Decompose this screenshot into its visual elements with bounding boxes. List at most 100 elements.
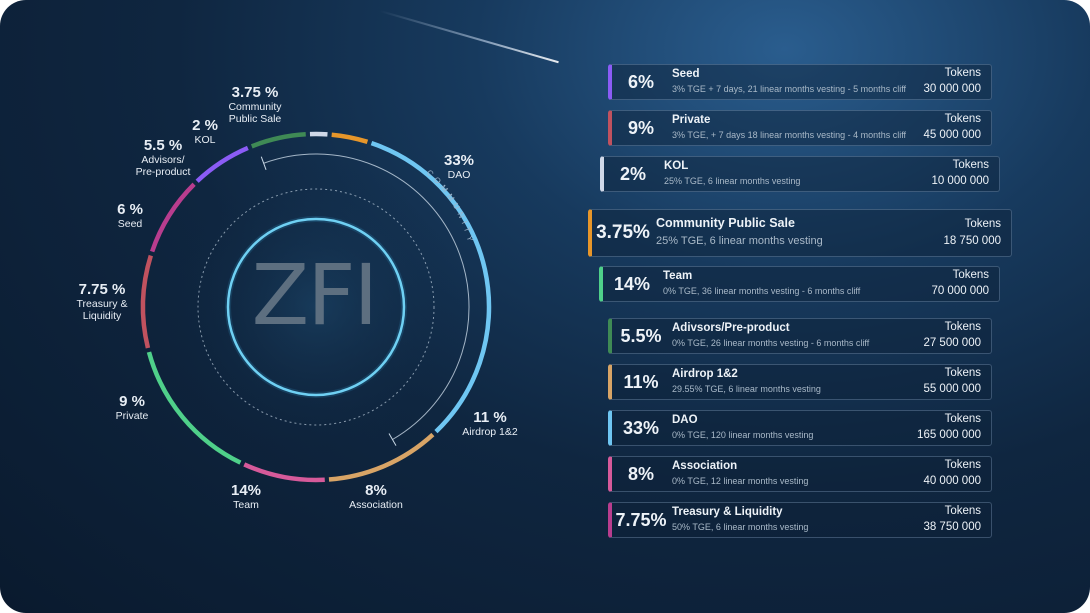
vesting-schedule: 0% TGE, 26 linear months vesting - 6 mon… xyxy=(672,338,870,348)
donut-label-percent: 11 % xyxy=(473,409,507,426)
allocation-percent: 9% xyxy=(627,117,654,138)
vesting-schedule: 25% TGE, 6 linear months vesting xyxy=(656,235,823,247)
vesting-schedule: 3% TGE + 7 days, 21 linear months vestin… xyxy=(672,84,907,94)
token-amount: 55 000 000 xyxy=(923,383,981,395)
tokens-label: Tokens xyxy=(944,67,981,79)
bracket-tick-end xyxy=(388,433,397,446)
allocation-card-seed: 6% Seed 3% TGE + 7 days, 21 linear months … xyxy=(608,64,992,100)
tokens-label: Tokens xyxy=(952,269,989,281)
donut-label-airdrop-1-2: 11 % Airdrop 1&2 xyxy=(462,409,517,438)
donut-label-name: KOL xyxy=(194,134,216,146)
tokens-label: Tokens xyxy=(952,159,989,171)
donut-label-name: Advisors/Pre-product xyxy=(135,154,191,178)
token-amount: 18 750 000 xyxy=(943,235,1001,247)
donut-label-percent: 14% xyxy=(230,482,262,499)
donut-label-kol: 2 % KOL xyxy=(192,117,218,146)
token-amount: 27 500 000 xyxy=(923,337,981,349)
allocation-percent: 6% xyxy=(627,71,654,92)
allocation-card-airdrop: 11% Airdrop 1&2 29.55% TGE, 6 linear month… xyxy=(608,364,992,400)
donut-label-seed: 6 % Seed xyxy=(117,201,143,230)
donut-slice-advisors-pre-product xyxy=(250,132,306,149)
donut-label-name: Association xyxy=(349,499,403,511)
tokens-label: Tokens xyxy=(944,113,981,125)
donut-label-percent: 7.75 % xyxy=(78,281,126,298)
token-amount: 40 000 000 xyxy=(923,475,981,487)
donut-label-community-public-sale: 3.75 % Community Public Sale xyxy=(228,84,281,125)
allocation-percent: 3.75% xyxy=(596,222,650,243)
donut-label-advisors-pre-product: 5.5 % Advisors/Pre-product xyxy=(136,137,191,178)
donut-label-name: Community Public Sale xyxy=(228,101,282,125)
allocation-title: Airdrop 1&2 xyxy=(672,368,738,380)
allocation-percent: 7.75% xyxy=(615,509,667,530)
donut-label-percent: 9 % xyxy=(119,393,145,410)
token-amount: 10 000 000 xyxy=(931,175,989,187)
zfi-logo: ZFI xyxy=(251,246,379,344)
allocation-card-team: 14% Team 0% TGE, 36 linear months vesting … xyxy=(599,266,1000,302)
allocation-percent: 8% xyxy=(627,463,654,484)
donut-label-private: 9 % Private xyxy=(116,393,149,422)
allocation-percent: 33% xyxy=(622,417,660,438)
token-amount: 165 000 000 xyxy=(917,429,981,441)
vesting-schedule: 0% TGE, 12 linear months vesting xyxy=(672,476,809,486)
donut-label-name: DAO xyxy=(447,169,471,181)
allocation-percent: 2% xyxy=(619,163,646,184)
donut-label-percent: 5.5 % xyxy=(143,137,183,154)
donut-label-team: 14% Team xyxy=(231,482,261,511)
allocation-percent: 5.5% xyxy=(620,325,662,346)
donut-label-association: 8% Association xyxy=(349,482,403,511)
allocation-title: Adivsors/Pre-product xyxy=(672,322,790,334)
allocation-percent: 14% xyxy=(613,273,651,294)
token-amount: 45 000 000 xyxy=(923,129,981,141)
tokens-label: Tokens xyxy=(944,505,981,517)
donut-label-percent: 33% xyxy=(443,152,475,169)
allocation-card-dao: 33% DAO 0% TGE, 120 linear months vesting T… xyxy=(608,410,992,446)
donut-label-percent: 8% xyxy=(365,482,387,499)
allocation-title: Treasury & Liquidity xyxy=(672,506,783,518)
allocation-title: Private xyxy=(672,114,711,126)
donut-slice-treasury-liquidity xyxy=(150,182,196,253)
donut-slice-team xyxy=(146,351,242,465)
vesting-schedule: 25% TGE, 6 linear months vesting xyxy=(664,176,801,186)
donut-label-name: Seed xyxy=(117,218,143,230)
dotted-ring xyxy=(197,188,435,426)
allocation-card-advisors: 5.5% Adivsors/Pre-product 0% TGE, 26 linea… xyxy=(608,318,992,354)
donut-slice-dao xyxy=(370,141,492,434)
donut-label-treasury-liquidity: 7.75 % Treasury & Liquidity xyxy=(77,281,128,322)
allocation-card-kol: 2% KOL 25% TGE, 6 linear months vesting Tok… xyxy=(600,156,1000,192)
tokens-label: Tokens xyxy=(944,367,981,379)
allocation-title: Team xyxy=(663,270,693,282)
donut-slice-seed xyxy=(195,145,249,183)
donut-label-dao: 33% DAO xyxy=(444,152,474,181)
allocation-title: KOL xyxy=(664,160,689,172)
donut-label-name: Airdrop 1&2 xyxy=(462,426,518,438)
community-bracket xyxy=(263,153,470,440)
allocation-title: Seed xyxy=(672,68,700,80)
bracket-tick-start xyxy=(260,156,267,170)
donut-label-name: Private xyxy=(115,410,149,422)
tokens-label: Tokens xyxy=(944,413,981,425)
vesting-schedule: 0% TGE, 36 linear months vesting - 6 mon… xyxy=(663,286,861,296)
allocation-card-treasury: 7.75% Treasury & Liquidity 50% TGE, 6 line… xyxy=(608,502,992,538)
donut-label-percent: 3.75 % xyxy=(231,84,279,101)
token-amount: 38 750 000 xyxy=(923,521,981,533)
allocation-percent: 11% xyxy=(623,371,659,392)
token-amount: 30 000 000 xyxy=(923,83,981,95)
vesting-schedule: 0% TGE, 120 linear months vesting xyxy=(672,430,814,440)
allocation-title: Community Public Sale xyxy=(656,216,795,230)
inner-ring xyxy=(226,217,406,397)
vesting-schedule: 50% TGE, 6 linear months vesting xyxy=(672,522,809,532)
tokens-label: Tokens xyxy=(944,321,981,333)
vesting-schedule: 3% TGE, + 7 days 18 linear months vestin… xyxy=(672,130,907,140)
vesting-schedule: 29.55% TGE, 6 linear months vesting xyxy=(672,384,821,394)
donut-slice-community-public-sale xyxy=(331,132,369,144)
donut-label-name: Treasury & Liquidity xyxy=(76,298,128,322)
donut-label-name: Team xyxy=(233,499,259,511)
allocation-card-association: 8% Association 0% TGE, 12 linear months ve… xyxy=(608,456,992,492)
tokens-label: Tokens xyxy=(964,218,1001,230)
donut-label-percent: 6 % xyxy=(117,201,143,218)
donut-slice-private xyxy=(140,254,153,349)
allocation-title: Association xyxy=(672,460,738,472)
donut-label-percent: 2 % xyxy=(192,117,218,134)
